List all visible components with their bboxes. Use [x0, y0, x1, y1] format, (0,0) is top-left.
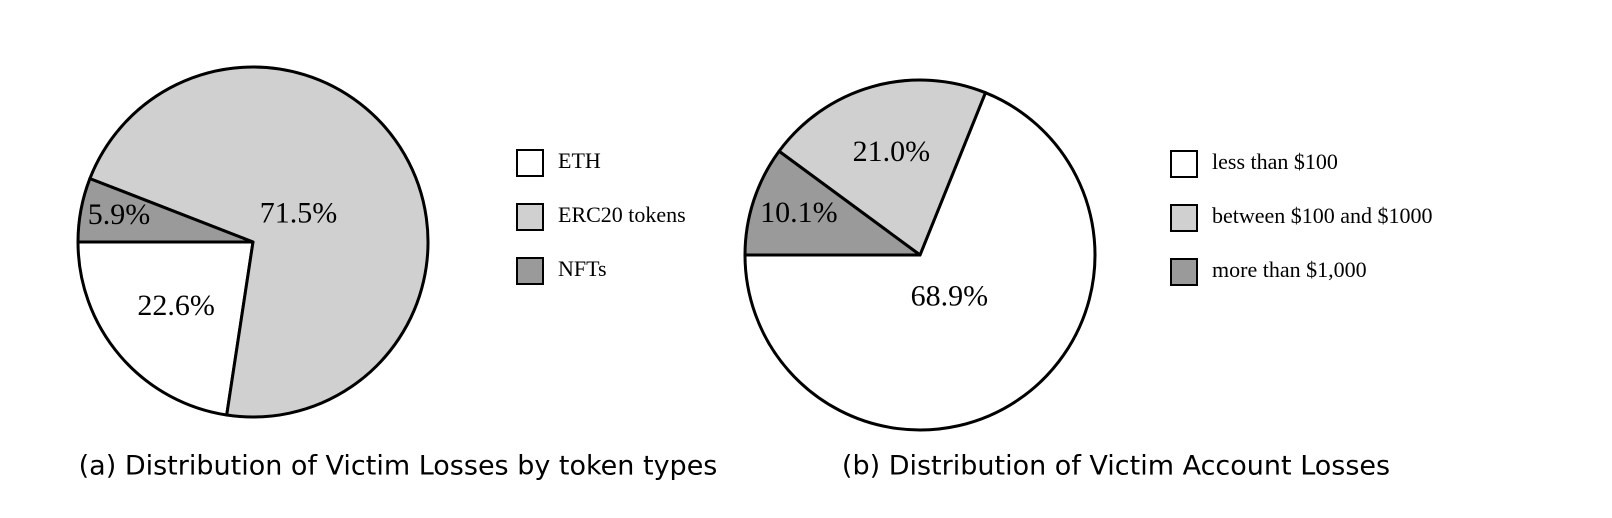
legend-label: between $100 and $1000	[1212, 203, 1433, 228]
legend-label: more than $1,000	[1212, 257, 1367, 282]
legend-swatch	[1170, 204, 1198, 232]
slice-label: 10.1%	[760, 196, 838, 229]
legend-swatch	[516, 257, 544, 285]
pie-slice	[777, 78, 987, 257]
legend-swatch	[1170, 258, 1198, 286]
legend-label: NFTs	[558, 256, 607, 281]
legend-label: ETH	[558, 148, 601, 173]
slice-label: 71.5%	[260, 197, 338, 230]
legend-swatch	[516, 149, 544, 177]
slice-label: 21.0%	[853, 135, 931, 168]
slice-label: 68.9%	[911, 279, 989, 312]
caption: (b) Distribution of Victim Account Losse…	[842, 451, 1390, 482]
caption: (a) Distribution of Victim Losses by tok…	[79, 451, 718, 482]
legend-label: ERC20 tokens	[558, 202, 686, 227]
pie-slice	[76, 177, 255, 244]
legend-swatch	[1170, 150, 1198, 178]
legend-label: less than $100	[1212, 149, 1338, 174]
pie-slice	[88, 65, 430, 419]
pie-slice	[743, 149, 922, 257]
legend-swatch	[516, 203, 544, 231]
pie-slice	[743, 91, 1097, 432]
slice-label: 22.6%	[137, 289, 215, 322]
slice-label: 5.9%	[88, 198, 151, 231]
pie-slice	[76, 240, 255, 417]
